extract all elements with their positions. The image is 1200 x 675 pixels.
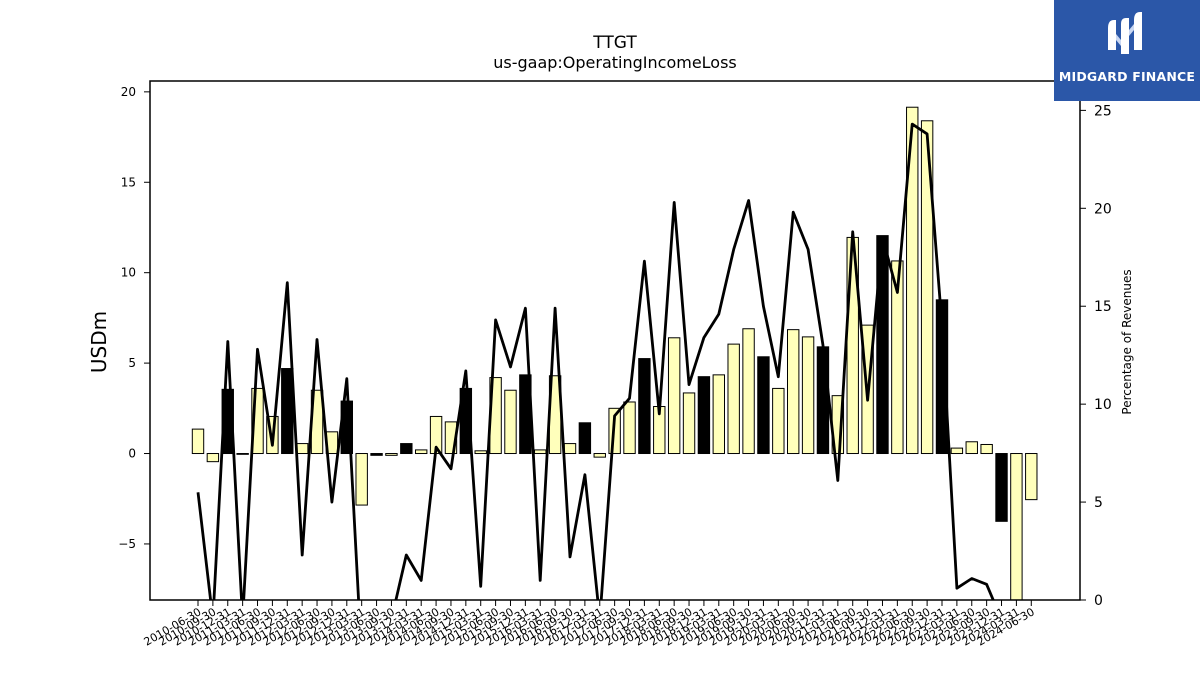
bar-40 xyxy=(787,329,800,455)
bar-56 xyxy=(1025,453,1038,501)
bar-26 xyxy=(578,422,592,455)
y2-tick-label-1: 5 xyxy=(1094,495,1103,511)
bar-42 xyxy=(816,346,830,455)
bar-41 xyxy=(801,336,815,455)
bar-55 xyxy=(1010,453,1023,601)
y-tick-label-4: 15 xyxy=(121,175,136,189)
y2-tick-label-3: 15 xyxy=(1094,299,1112,315)
bar-14 xyxy=(400,443,413,455)
bar-0 xyxy=(191,428,205,455)
bar-3 xyxy=(236,453,249,455)
bar-48 xyxy=(906,106,919,455)
chart-title: TTGT xyxy=(592,33,637,53)
bar-1 xyxy=(206,453,220,463)
midgard-m-logo-icon xyxy=(1108,12,1142,54)
bar-33 xyxy=(682,392,696,455)
y2-tick-label-5: 25 xyxy=(1094,103,1112,119)
chart-subtitle: us-gaap:OperatingIncomeLoss xyxy=(493,53,737,72)
y-tick-label-5: 20 xyxy=(121,85,136,99)
bar-49 xyxy=(920,120,934,455)
y2-tick-label-4: 20 xyxy=(1094,201,1112,217)
bar-19 xyxy=(474,450,487,455)
y-tick-label-1: 0 xyxy=(128,447,136,461)
y2-axis: 0 5 10 15 20 25 xyxy=(1080,103,1112,609)
brand-logo: MIDGARD FINANCE xyxy=(1054,0,1200,101)
y2-tick-label-0: 0 xyxy=(1094,593,1103,609)
bar-2 xyxy=(221,388,234,455)
bar-37 xyxy=(742,328,755,455)
bar-27 xyxy=(593,453,606,458)
bar-25 xyxy=(563,443,577,455)
bar-4 xyxy=(251,387,264,455)
bar-38 xyxy=(757,356,770,455)
y-axis: −5 0 5 10 15 20 xyxy=(118,85,150,551)
bar-7 xyxy=(295,443,309,455)
bar-47 xyxy=(891,260,904,455)
bar-36 xyxy=(727,343,740,455)
bar-11 xyxy=(355,453,368,506)
percentage-line xyxy=(196,122,995,600)
bar-21 xyxy=(504,389,517,455)
bar-39 xyxy=(772,387,785,455)
y-axis-label: USDm xyxy=(87,311,111,373)
bar-35 xyxy=(712,374,725,455)
y2-axis-label: Percentage of Revenues xyxy=(1120,269,1134,414)
bar-53 xyxy=(980,443,993,455)
bar-6 xyxy=(281,368,294,455)
bar-29 xyxy=(623,401,636,455)
bar-50 xyxy=(935,299,949,455)
bar-54 xyxy=(995,453,1008,522)
brand-name: MIDGARD FINANCE xyxy=(1058,69,1196,84)
bar-23 xyxy=(534,449,547,455)
y-tick-label-3: 10 xyxy=(121,266,136,280)
bar-51 xyxy=(950,447,964,455)
bar-52 xyxy=(965,441,978,455)
bar-15 xyxy=(415,449,428,455)
bar-34 xyxy=(697,376,711,455)
line-series xyxy=(196,122,995,600)
y-tick-label-0: −5 xyxy=(118,537,136,551)
bar-30 xyxy=(638,358,651,455)
y2-tick-label-2: 10 xyxy=(1094,397,1112,413)
bar-46 xyxy=(876,235,889,455)
y-tick-label-2: 5 xyxy=(128,356,136,370)
bar-12 xyxy=(370,453,383,456)
x-axis: 2010-06-302010-09-302010-12-312011-03-31… xyxy=(142,600,1037,649)
bar-13 xyxy=(385,453,398,456)
bar-32 xyxy=(667,337,681,455)
